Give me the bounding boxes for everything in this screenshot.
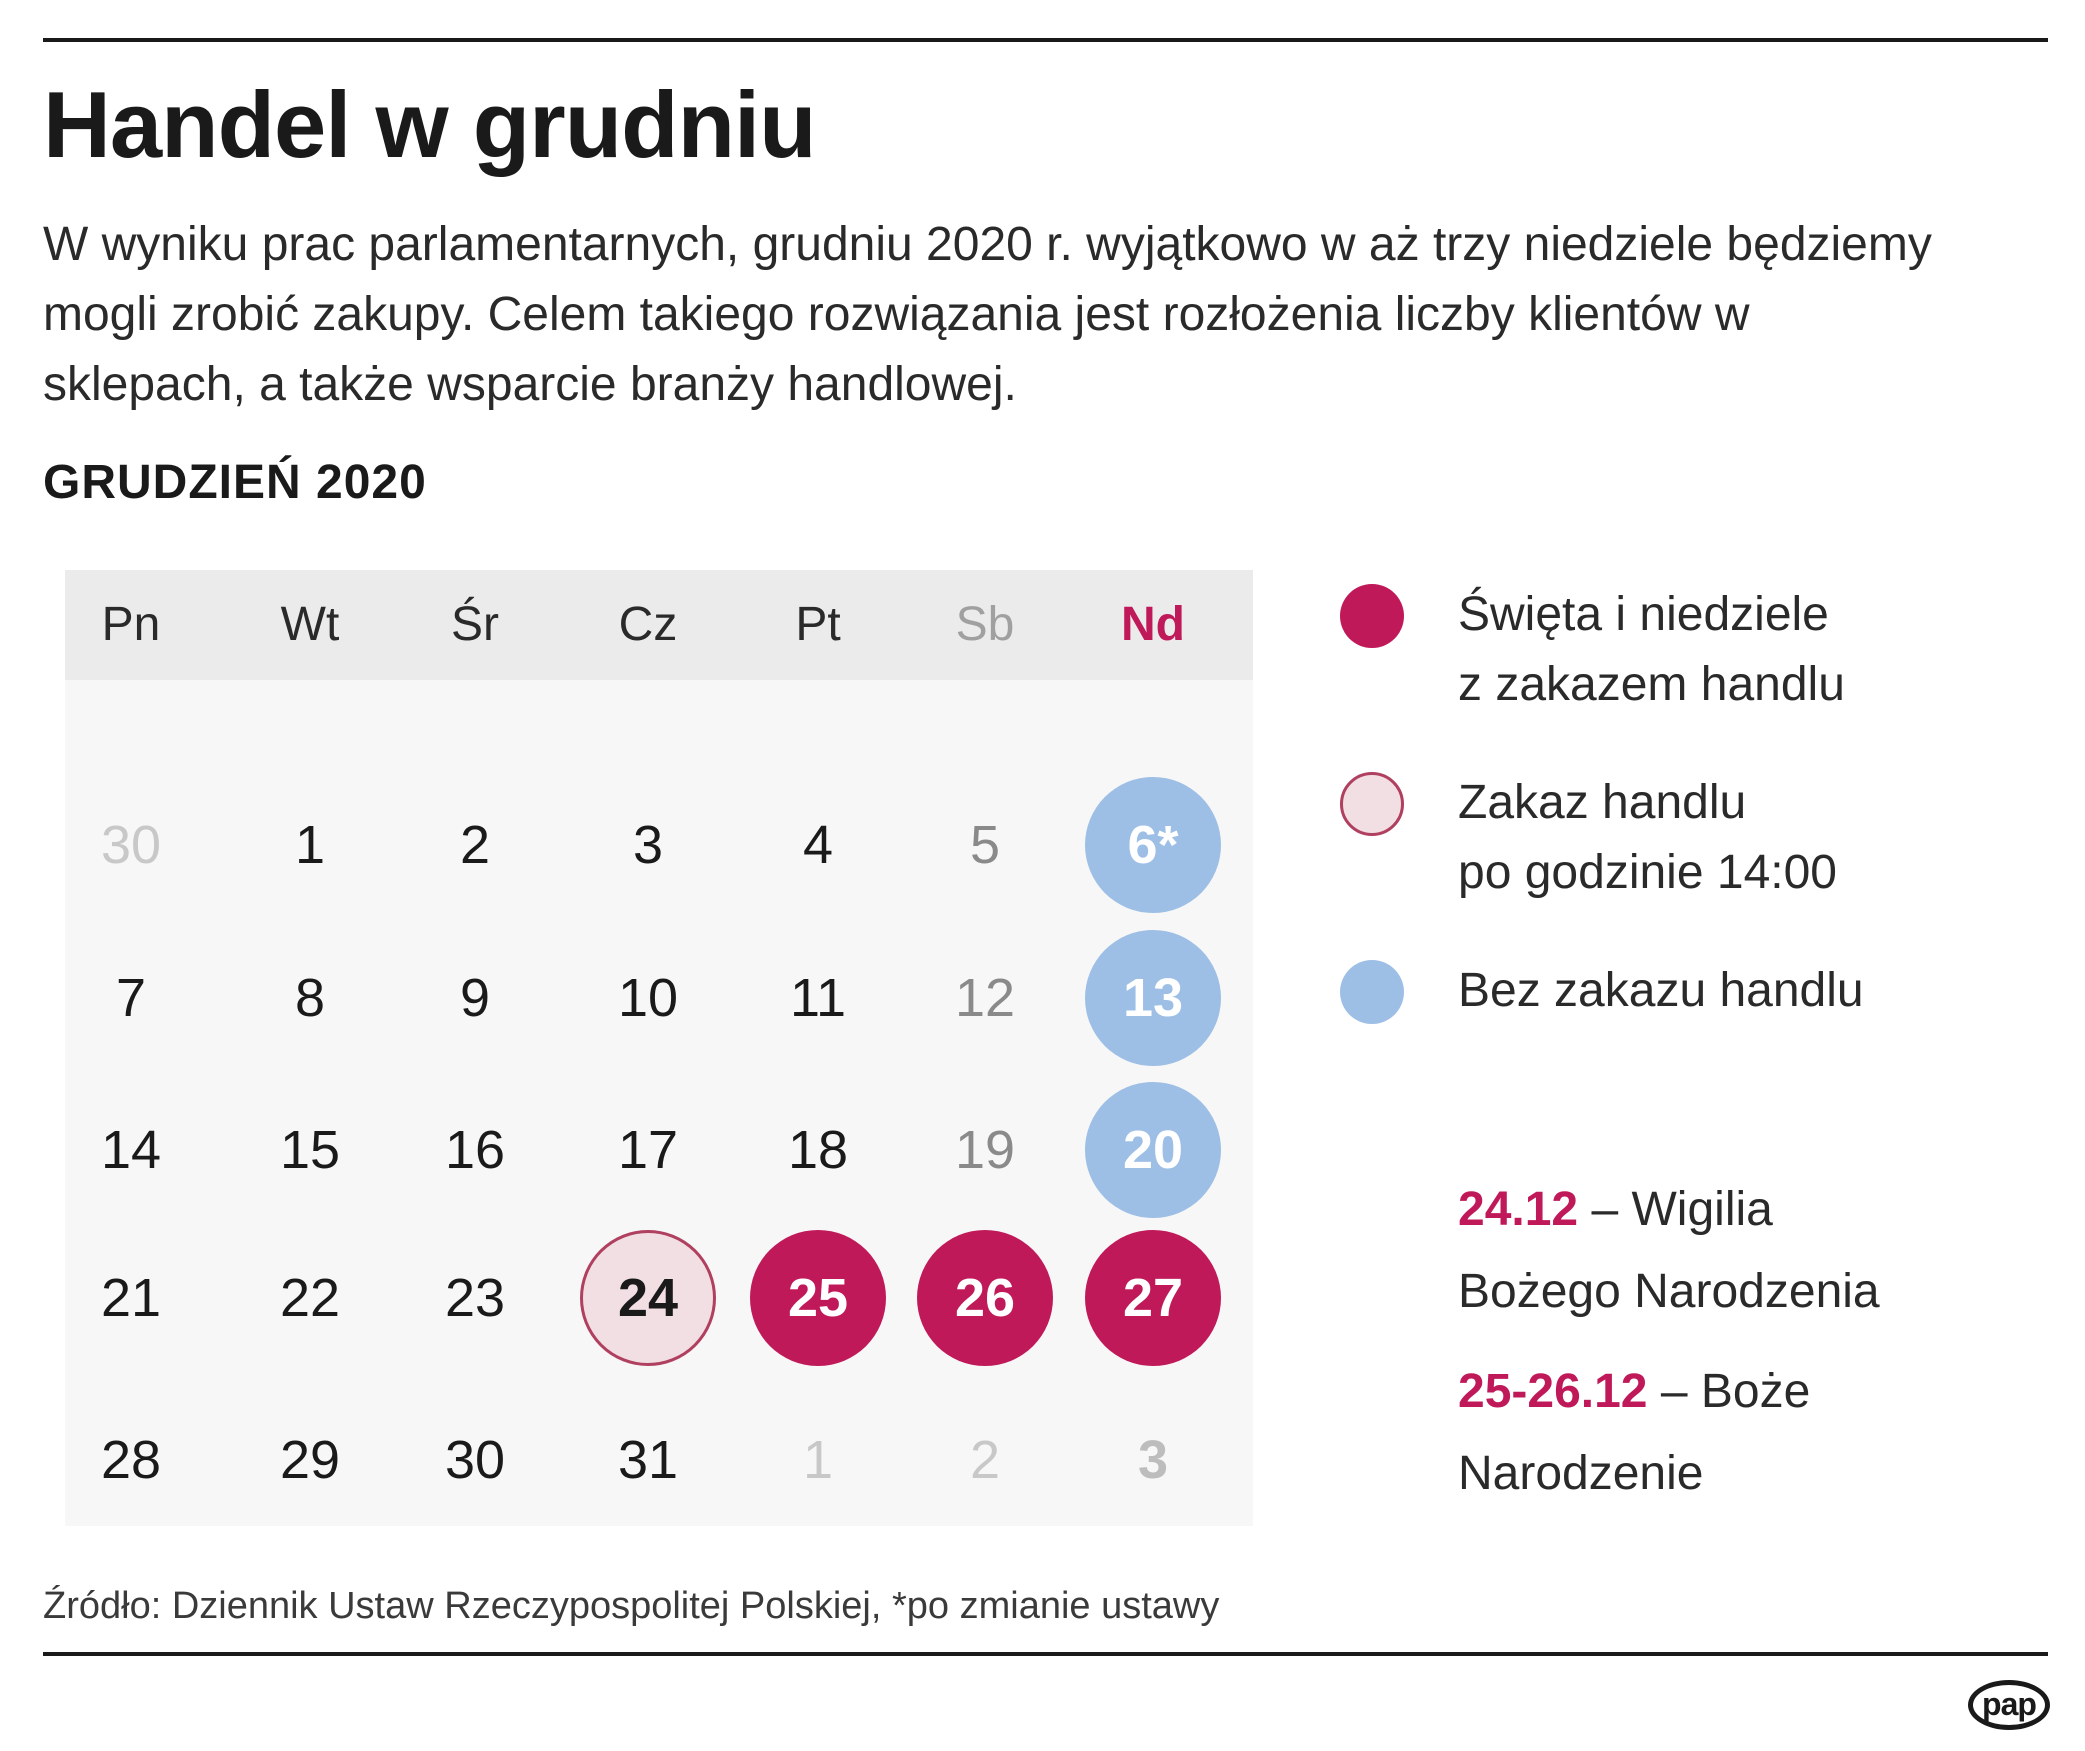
day-cell: 23 (444, 1268, 506, 1328)
note-christmas-eve: 24.12 – Wigilia (1458, 1170, 1773, 1250)
day-cell: 8 (294, 968, 326, 1028)
day-cell: 16 (444, 1120, 506, 1180)
day-cell-trading-ban: 27 (1085, 1230, 1221, 1366)
legend-red-dot-icon (1340, 584, 1404, 648)
weekday-fri: Pt (795, 598, 841, 651)
day-cell-trading-sunday: 13 (1085, 930, 1221, 1066)
weekday-tue: Wt (280, 598, 340, 651)
day-cell-trading-ban: 25 (750, 1230, 886, 1366)
day-cell: 30 (100, 815, 162, 875)
weekday-wed: Śr (451, 598, 499, 651)
page-title: Handel w grudniu (43, 72, 817, 177)
day-cell-trading-sunday: 6* (1085, 777, 1221, 913)
day-cell: 3 (1137, 1430, 1169, 1490)
pap-logo: pap (1968, 1680, 2050, 1730)
day-cell: 22 (279, 1268, 341, 1328)
bottom-rule (43, 1652, 2048, 1656)
note-christmas-line2: Narodzenie (1458, 1447, 1704, 1500)
day-cell: 10 (617, 968, 679, 1028)
day-cell: 12 (954, 968, 1016, 1028)
legend-pink-line1: Zakaz handlu (1458, 776, 1747, 829)
day-cell: 31 (617, 1430, 679, 1490)
day-cell-trading-ban: 26 (917, 1230, 1053, 1366)
calendar-header: Pn Wt Śr Cz Pt Sb Nd (65, 570, 1253, 680)
note-christmas-eve-line2: Bożego Narodzenia (1458, 1265, 1880, 1318)
day-cell: 18 (787, 1120, 849, 1180)
day-cell: 9 (459, 968, 491, 1028)
day-cell: 28 (100, 1430, 162, 1490)
day-cell: 14 (100, 1120, 162, 1180)
legend-pink-dot-icon (1340, 772, 1404, 836)
weekday-mon: Pn (101, 598, 161, 651)
day-cell-trading-sunday: 20 (1085, 1082, 1221, 1218)
calendar: Pn Wt Śr Cz Pt Sb Nd 30 1 2 3 4 5 6* 7 8… (65, 570, 1253, 1526)
weekday-sat: Sb (955, 598, 1015, 651)
day-cell: 2 (969, 1430, 1001, 1490)
note-christmas: 25-26.12 – Boże (1458, 1352, 1810, 1432)
day-cell-partial-ban: 24 (580, 1230, 716, 1366)
day-cell: 1 (294, 815, 326, 875)
day-cell: 17 (617, 1120, 679, 1180)
note-christmas-eve-date: 24.12 (1458, 1183, 1579, 1236)
day-cell: 11 (789, 968, 847, 1028)
day-cell: 15 (279, 1120, 341, 1180)
lead-paragraph: W wyniku prac parlamentarnych, grudniu 2… (43, 218, 1932, 411)
day-cell: 21 (100, 1268, 162, 1328)
note-christmas-text: – Boże (1647, 1365, 1811, 1418)
day-cell: 2 (459, 815, 491, 875)
weekday-sun: Nd (1121, 598, 1185, 651)
day-cell: 7 (115, 968, 147, 1028)
legend-pink-line2: po godzinie 14:00 (1458, 846, 1837, 899)
day-cell: 5 (969, 815, 1001, 875)
note-christmas-eve-text: – Wigilia (1578, 1183, 1773, 1236)
day-cell: 1 (802, 1430, 834, 1490)
day-cell: 30 (444, 1430, 506, 1490)
legend-blue-line1: Bez zakazu handlu (1458, 964, 1864, 1017)
legend-blue-dot-icon (1340, 960, 1404, 1024)
top-rule (43, 38, 2048, 42)
day-cell: 19 (954, 1120, 1016, 1180)
month-label: GRUDZIEŃ 2020 (43, 456, 427, 509)
day-cell: 4 (802, 815, 834, 875)
source-note: Źródło: Dziennik Ustaw Rzeczypospolitej … (43, 1585, 1220, 1627)
day-cell: 3 (632, 815, 664, 875)
legend-red-line2: z zakazem handlu (1458, 658, 1845, 711)
day-cell: 29 (279, 1430, 341, 1490)
weekday-thu: Cz (618, 598, 678, 651)
note-christmas-date: 25-26.12 (1458, 1365, 1648, 1418)
legend-red-line1: Święta i niedziele (1458, 588, 1829, 641)
